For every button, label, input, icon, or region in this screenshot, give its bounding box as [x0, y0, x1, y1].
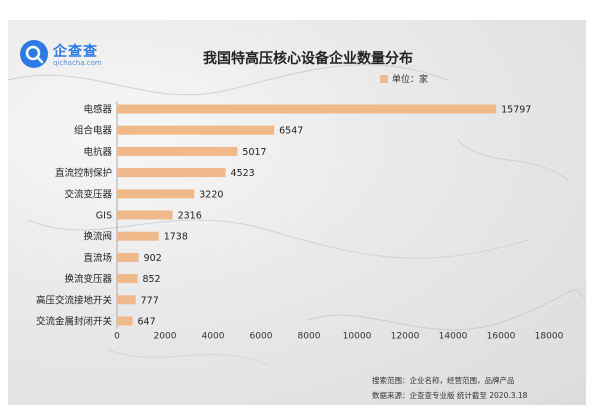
- value-label: 1738: [164, 232, 188, 243]
- bar-6: [117, 231, 159, 241]
- magnifier-icon: [20, 40, 48, 68]
- bar-8: [117, 274, 138, 284]
- value-label: 902: [144, 253, 162, 264]
- category-label: 交流金属封闭开关: [36, 316, 113, 328]
- x-tick-label: 2000: [154, 332, 177, 342]
- bar-10: [117, 316, 133, 326]
- value-label: 3220: [199, 189, 223, 200]
- value-label: 2316: [178, 211, 202, 222]
- data-source-note: 数据来源：企查查专业版 统计截至 2020.3.18: [372, 391, 528, 400]
- category-label: GIS: [96, 211, 112, 222]
- logo-name-en: qichacha.com: [53, 59, 102, 67]
- bar-4: [117, 189, 195, 199]
- value-label: 15797: [501, 105, 531, 116]
- x-tick-label: 8000: [298, 332, 321, 342]
- category-label: 直流控制保护: [55, 167, 112, 179]
- bar-0: [117, 104, 497, 114]
- category-label: 换流阀: [83, 231, 112, 243]
- category-label: 换流变压器: [64, 273, 112, 285]
- category-label: 直流场: [83, 252, 112, 264]
- category-label: 电抗器: [83, 146, 112, 158]
- legend-swatch: [380, 75, 388, 83]
- bar-2: [117, 146, 238, 156]
- legend-label: 单位：家: [392, 75, 429, 85]
- category-label: 电感器: [83, 104, 112, 116]
- value-label: 5017: [242, 147, 266, 158]
- x-tick-label: 0: [114, 332, 120, 342]
- x-tick-label: 6000: [250, 332, 273, 342]
- x-tick-label: 10000: [343, 332, 372, 342]
- bar-1: [117, 125, 275, 135]
- marble-texture: [8, 64, 586, 366]
- x-tick-label: 14000: [439, 332, 468, 342]
- x-tick-label: 4000: [202, 332, 225, 342]
- value-label: 777: [141, 295, 159, 306]
- bar-9: [117, 295, 136, 305]
- x-tick-label: 18000: [535, 332, 564, 342]
- bar-7: [117, 252, 139, 262]
- value-label: 6547: [279, 126, 303, 137]
- bar-chart: 电感器 15797 组合电器 6547 电抗器 5017 直流控制保护 4523 交流变压器 32…: [36, 101, 564, 342]
- value-label: 647: [138, 317, 156, 328]
- bar-3: [117, 168, 226, 178]
- x-tick-label: 16000: [487, 332, 516, 342]
- category-label: 组合电器: [74, 125, 113, 137]
- chart-title: 我国特高压核心设备企业数量分布: [203, 51, 413, 67]
- qichacha-logo: 企查查 qichacha.com: [20, 40, 140, 74]
- category-label: 交流变压器: [64, 188, 112, 200]
- value-label: 4523: [231, 168, 255, 179]
- bar-5: [117, 210, 173, 220]
- logo-name-cn: 企查查: [53, 44, 98, 60]
- search-scope-note: 搜索范围：企业名称，经营范围，品牌产品: [372, 376, 515, 385]
- x-tick-label: 12000: [391, 332, 420, 342]
- chart-frame: 企查查 qichacha.com 我国特高压核心设备企业数量分布 单位：家 电感…: [8, 20, 586, 405]
- value-label: 852: [142, 274, 160, 285]
- category-label: 高压交流接地开关: [36, 294, 113, 306]
- legend: 单位：家: [380, 72, 428, 85]
